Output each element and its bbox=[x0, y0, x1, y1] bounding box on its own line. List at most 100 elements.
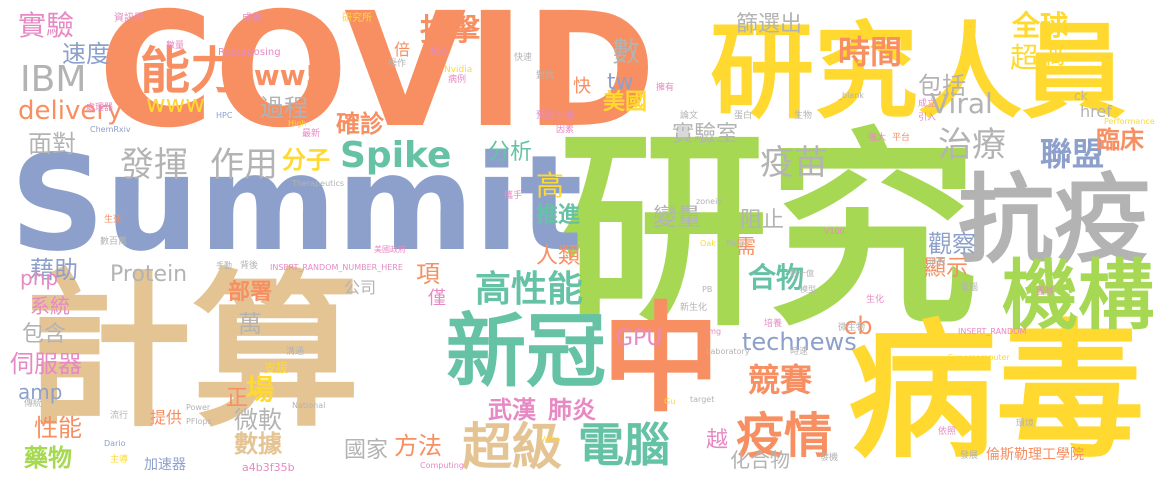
word-yiqing: 疫情 bbox=[736, 408, 833, 464]
word-ridge: Ridge bbox=[726, 239, 749, 248]
word-baohan: 包含 bbox=[22, 322, 67, 347]
word-rensselaer: 倫斯勒理工學院 bbox=[986, 447, 1084, 463]
word-tuandui: 團隊 bbox=[1036, 287, 1055, 297]
word-huanjing: 環境 bbox=[1016, 419, 1035, 429]
word-yanjiu-renyuan: 研究人員 bbox=[710, 11, 1127, 133]
word-gao: 高 bbox=[536, 169, 565, 202]
word-shiyan: 實驗 bbox=[18, 9, 75, 42]
word-xu: 需 bbox=[736, 234, 756, 258]
word-yanjiusuo: 研究所 bbox=[342, 13, 372, 24]
word-weishengwu: 微生物 bbox=[838, 323, 866, 333]
word-yanjiu: 研究 bbox=[558, 110, 979, 355]
word-duikang: 對抗 bbox=[536, 71, 555, 81]
word-www5: www5 bbox=[228, 59, 326, 92]
word-chuliqi: 處理器 bbox=[86, 103, 114, 113]
word-lianmeng: 聯盟 bbox=[1040, 135, 1105, 173]
word-jisuan: 計算 bbox=[24, 254, 360, 450]
word-xinguan: 新冠 bbox=[446, 305, 606, 398]
word-bushu: 部署 bbox=[228, 280, 273, 305]
word-gu: Gu bbox=[664, 397, 676, 406]
word-chuantong: 傳統 bbox=[24, 399, 43, 409]
word-php: php bbox=[20, 266, 59, 290]
word-jigou: 機構 bbox=[1002, 251, 1154, 340]
word-bingdu: 病毒 bbox=[848, 306, 1144, 478]
word-kangyi: 抗疫 bbox=[958, 164, 1150, 276]
word-tuijin: 推進 bbox=[536, 203, 581, 228]
word-zuixin: 最新 bbox=[302, 129, 321, 139]
word-summit: Summit bbox=[10, 127, 583, 281]
word-chemrxiv: ChemRxiv bbox=[90, 125, 131, 134]
word-fuwuqi: 伺服器 bbox=[10, 350, 82, 378]
word-nengli: 能力 bbox=[140, 42, 240, 100]
word-bingli: 病例 bbox=[448, 75, 467, 85]
word-fenxi: 分析 bbox=[488, 140, 533, 165]
word-volta: Volta bbox=[540, 435, 561, 444]
word-zixunxue: 資訊學 bbox=[114, 13, 144, 24]
word-protein: Protein bbox=[110, 262, 188, 287]
word-fangfa: 方法 bbox=[394, 432, 442, 460]
word-meiguozhengfu: 美國政府 bbox=[374, 245, 406, 254]
word-goutong: 溝通 bbox=[286, 347, 305, 357]
word-peiyang: 培養 bbox=[764, 319, 783, 329]
word-renlei: 人類 bbox=[536, 244, 581, 269]
word-shu: 數 bbox=[612, 35, 641, 68]
word-hexin: 核心 bbox=[430, 47, 449, 57]
word-meiguo: 美國 bbox=[603, 90, 648, 115]
word-v100: V100 bbox=[824, 227, 845, 236]
word-danbai: 蛋白 bbox=[734, 111, 753, 121]
word-quezhen: 確診 bbox=[336, 110, 384, 138]
word-jin: 僅 bbox=[428, 288, 446, 309]
word-shisu: 時速 bbox=[790, 347, 809, 357]
word-power: Power bbox=[186, 403, 211, 412]
word-laboratory: Laboratory bbox=[706, 347, 750, 356]
word-lunwen: 論文 bbox=[680, 111, 699, 121]
word-xieshou: 攜手 bbox=[504, 191, 523, 201]
word-jiasu: 加速 bbox=[556, 111, 575, 121]
word-shiyanshi: 實驗室 bbox=[672, 122, 739, 147]
word-miandui: 面對 bbox=[28, 130, 76, 158]
word-yimiao: 疫苗 bbox=[760, 143, 828, 183]
word-guancha: 觀察 bbox=[928, 230, 976, 258]
word-liuxing: 流行 bbox=[110, 411, 129, 421]
word-wan: 萬 bbox=[238, 310, 262, 338]
word-jiasuqi: 加速器 bbox=[144, 457, 186, 473]
word-nvidia: Nvidia bbox=[444, 65, 473, 75]
word-bianliang: 變量 bbox=[653, 203, 701, 231]
word-technews: technews bbox=[742, 328, 857, 356]
word-hpc: HPC bbox=[216, 111, 233, 120]
word-gpu: GPU bbox=[616, 326, 663, 351]
word-zuoyong: 作用 bbox=[210, 145, 278, 185]
word-pingtai: 平台 bbox=[892, 133, 911, 143]
word-yue: 越 bbox=[706, 428, 729, 453]
word-beihou: 背後 bbox=[240, 261, 259, 271]
word-qiangda: 強大 bbox=[868, 133, 887, 143]
word-yuce: 預測 bbox=[536, 111, 555, 121]
word-linchuang: 臨床 bbox=[1096, 126, 1144, 154]
word-delivery: delivery bbox=[18, 96, 123, 126]
word-shengwu: 生物 bbox=[794, 111, 813, 121]
word-kuai: 快 bbox=[573, 76, 591, 97]
word-tw: tw bbox=[607, 70, 634, 95]
word-amp: amp bbox=[18, 380, 63, 404]
word-sudu: 速度 bbox=[62, 40, 110, 68]
word-gaoxingneng: 高性能 bbox=[475, 269, 584, 310]
word-yizhao: 依照 bbox=[938, 427, 957, 437]
word-xitong: 系統 bbox=[30, 294, 70, 318]
word-diannao-small: 電腦 bbox=[960, 283, 979, 293]
word-oak: Oak bbox=[700, 239, 716, 248]
word-shenghua: 生化 bbox=[866, 295, 885, 305]
word-zhong: 中 bbox=[602, 290, 721, 428]
word-zhiliao: 治療 bbox=[938, 125, 1006, 165]
word-guojia: 國家 bbox=[344, 438, 389, 463]
word-jingsai: 競賽 bbox=[748, 361, 813, 399]
word-repurposing: Repurposing bbox=[218, 47, 281, 58]
word-hewu: 合物 bbox=[748, 261, 805, 294]
word-xiang: 項 bbox=[416, 260, 440, 288]
word-computing: Computing bbox=[420, 461, 464, 470]
word-dario: Dario bbox=[104, 439, 126, 448]
word-national: National bbox=[292, 401, 326, 410]
word-zuzhi: 阻止 bbox=[740, 208, 785, 233]
word-fenzi: 分子 bbox=[282, 146, 330, 174]
word-zhiyuan: 支援 bbox=[264, 361, 289, 375]
